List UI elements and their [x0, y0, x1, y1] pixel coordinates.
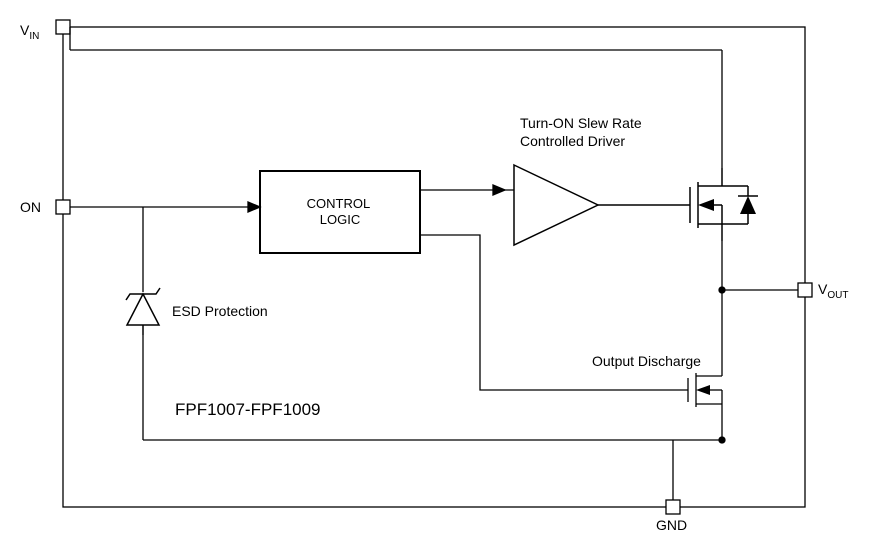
discharge-nmosfet-icon — [688, 372, 722, 408]
discharge-label: Output Discharge — [592, 353, 701, 369]
pin-gnd-label: GND — [656, 517, 687, 533]
pin-vout-label: VOUT — [818, 281, 848, 301]
pin-vin-label: VIN — [20, 22, 39, 42]
buffer-icon — [514, 165, 598, 245]
block-diagram: VIN ON VOUT GND CONTROL LOGIC Turn-ON Sl… — [0, 0, 875, 540]
zener-icon — [126, 288, 160, 335]
pmosfet-icon — [598, 168, 758, 241]
pin-vout — [798, 283, 812, 297]
esd-label: ESD Protection — [172, 303, 268, 319]
chip-boundary — [63, 27, 805, 507]
pin-on — [56, 200, 70, 214]
pin-vin — [56, 20, 70, 34]
pin-gnd — [666, 500, 680, 514]
pin-on-label: ON — [20, 199, 41, 215]
wires — [70, 27, 798, 500]
part-number-label: FPF1007-FPF1009 — [175, 400, 321, 419]
driver-label: Turn-ON Slew Rate Controlled Driver — [520, 115, 646, 149]
